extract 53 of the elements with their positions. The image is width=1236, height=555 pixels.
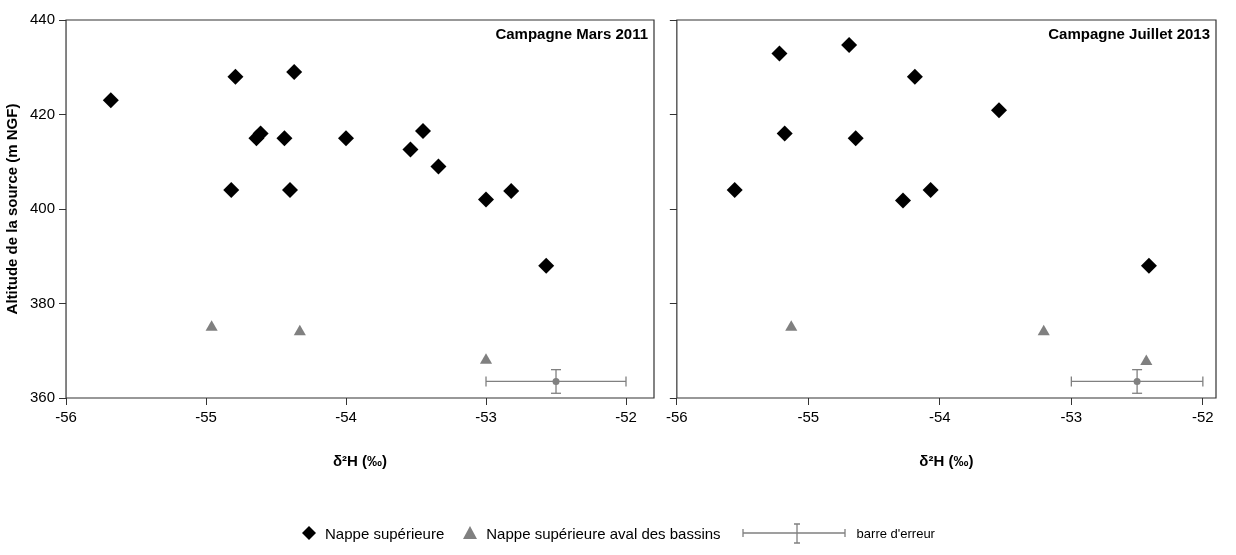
point bbox=[479, 353, 493, 364]
point bbox=[478, 191, 495, 208]
y-tick-label: 440 bbox=[30, 10, 56, 28]
point bbox=[1140, 257, 1157, 274]
point bbox=[293, 324, 306, 336]
legend-label: barre d'erreur bbox=[856, 525, 935, 541]
point bbox=[895, 192, 912, 209]
y-tick-label: 380 bbox=[30, 293, 56, 311]
legend-label: Nappe supérieure aval des bassins bbox=[486, 524, 721, 542]
point bbox=[402, 141, 419, 158]
point bbox=[1140, 354, 1153, 366]
point bbox=[102, 92, 119, 109]
point bbox=[785, 320, 798, 331]
point bbox=[286, 63, 303, 80]
chart-title: Campagne Juillet 2013 bbox=[1048, 24, 1210, 42]
point bbox=[726, 182, 743, 199]
point bbox=[276, 130, 293, 147]
x-tick-label: -56 bbox=[55, 408, 77, 426]
legend-label: Nappe supérieure bbox=[325, 524, 445, 542]
x-tick-label: -53 bbox=[1060, 408, 1083, 426]
y-tick-label: 400 bbox=[30, 199, 56, 217]
point bbox=[282, 182, 299, 199]
point bbox=[776, 125, 793, 142]
x-tick-label: -53 bbox=[475, 408, 497, 426]
x-axis-title: δ²H (‰) bbox=[332, 452, 388, 470]
point bbox=[922, 182, 939, 199]
point bbox=[205, 320, 218, 331]
point bbox=[223, 182, 240, 199]
x-tick-label: -56 bbox=[666, 408, 688, 426]
y-tick-label: 420 bbox=[30, 104, 56, 122]
x-tick-label: -55 bbox=[797, 408, 820, 426]
point bbox=[841, 37, 858, 54]
point bbox=[538, 257, 555, 274]
point bbox=[906, 68, 923, 85]
point bbox=[338, 130, 355, 147]
x-tick-label: -52 bbox=[615, 408, 637, 426]
x-tick-label: -54 bbox=[335, 408, 357, 426]
y-tick-label: 360 bbox=[30, 388, 56, 406]
x-tick-label: -55 bbox=[195, 408, 217, 426]
x-tick-label: -54 bbox=[929, 408, 951, 426]
x-tick-label: -52 bbox=[1192, 408, 1214, 426]
point bbox=[252, 125, 269, 142]
point bbox=[847, 130, 864, 147]
point bbox=[771, 45, 788, 62]
y-axis-title: Altitude de la source (m NGF) bbox=[3, 103, 21, 315]
point bbox=[430, 158, 447, 175]
point bbox=[227, 68, 244, 85]
point bbox=[991, 102, 1008, 119]
chart-title: Campagne Mars 2011 bbox=[495, 24, 648, 42]
point bbox=[415, 123, 432, 140]
point bbox=[1037, 324, 1050, 336]
point bbox=[503, 183, 520, 200]
x-axis-title: δ²H (‰) bbox=[919, 452, 974, 470]
